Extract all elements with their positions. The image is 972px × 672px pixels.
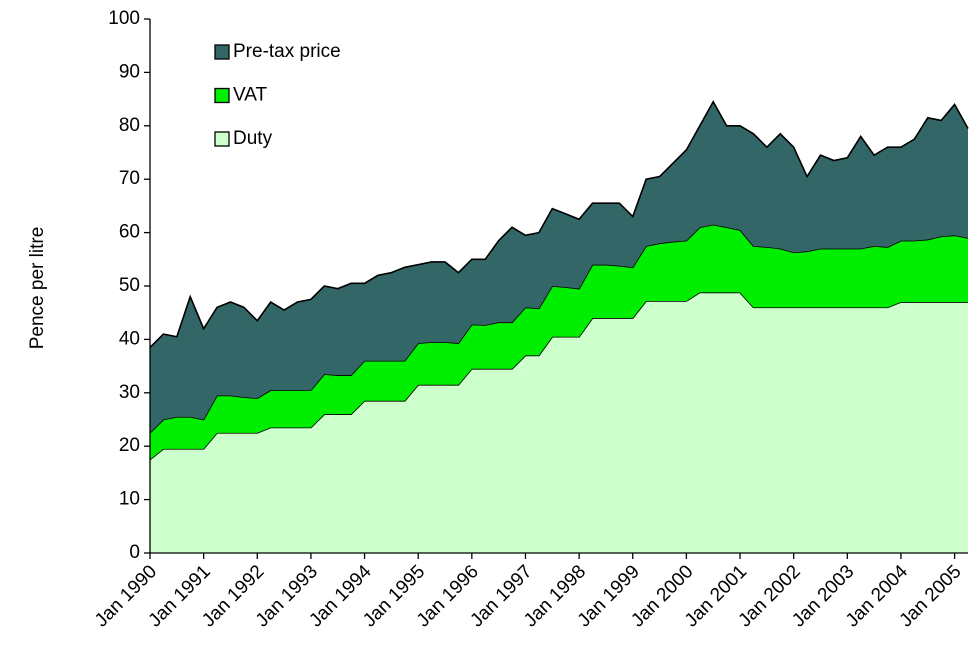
area [150,292,968,553]
y-tick-label: 40 [119,328,140,349]
area-edge [149,100,969,348]
legend-swatch [214,131,230,147]
y-tick-label: 50 [119,275,140,296]
legend-label: VAT [233,85,268,106]
y-tick-label: 70 [119,168,140,189]
y-tick-label: 30 [119,382,140,403]
y-tick-label: 90 [119,61,140,82]
legend-label: Duty [233,128,273,149]
y-tick-label: 20 [119,435,140,456]
y-axis-label: Pence per litre [27,227,48,350]
y-tick-label: 0 [129,542,140,563]
legend-label: Pre-tax price [233,41,341,62]
legend-swatch [214,87,230,104]
y-tick-label: 10 [119,489,140,510]
y-tick-label: 80 [119,115,140,136]
y-tick-label: 60 [119,222,140,243]
y-tick-label: 100 [108,8,140,29]
area [150,224,968,460]
area [150,101,968,433]
legend-swatch [214,44,230,60]
